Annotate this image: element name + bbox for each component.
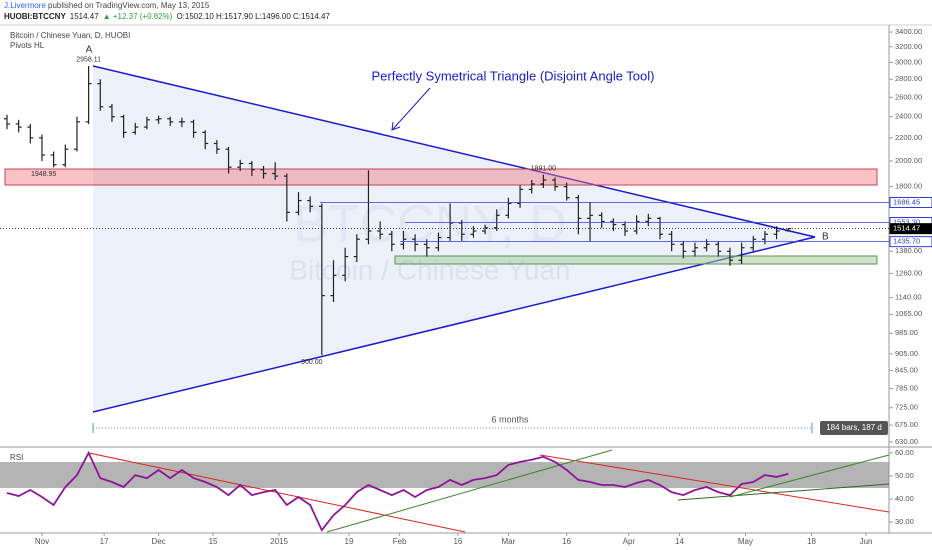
range-label: 6 months	[491, 414, 529, 424]
x-tick-label: 14	[675, 537, 684, 546]
rsi-trendline	[539, 454, 890, 513]
pivot-label: 1891.00	[531, 166, 556, 173]
y-tick-label: 3200.00	[895, 42, 922, 51]
y-tick-label: 725.00	[895, 403, 918, 412]
rsi-trendline	[677, 483, 890, 501]
x-tick-label: 2015	[270, 537, 288, 546]
x-tick-label: Feb	[393, 537, 407, 546]
y-tick-label: 1065.00	[895, 309, 922, 318]
x-tick-label: 15	[209, 537, 218, 546]
author: J.Livermore	[4, 1, 46, 10]
level-box	[889, 223, 932, 235]
level-label: 1686.45	[893, 197, 920, 206]
range-box	[820, 421, 888, 435]
pivot-label: 1948.95	[31, 171, 56, 178]
y-tick-label: 1140.00	[895, 293, 922, 302]
level-box	[889, 197, 932, 209]
arrow	[392, 87, 431, 130]
y-tick-label: 2600.00	[895, 92, 922, 101]
y-tick-label: 985.00	[895, 328, 918, 337]
ohlc: O:1502.10 H:1517.90 L:1496.00 C:1514.47	[176, 12, 330, 21]
y-tick-label: 2000.00	[895, 156, 922, 165]
last: 1514.47	[70, 12, 99, 21]
level-label: 1514.47	[893, 224, 920, 233]
point-label: A	[86, 45, 93, 56]
change: ▲ +12.37 (+0.82%)	[103, 12, 173, 21]
y-tick-label: 845.00	[895, 365, 918, 374]
pair-name: Bitcoin / Chinese Yuan, D, HUOBI	[10, 31, 130, 40]
y-tick-label: 2400.00	[895, 112, 922, 121]
pivot-label: 2958.11	[76, 57, 101, 64]
watermark: BTCCNY, D	[293, 196, 567, 254]
watermark-title: Bitcoin / Chinese Yuan	[289, 254, 570, 285]
level-box	[889, 236, 932, 248]
x-tick-label: 16	[453, 537, 462, 546]
rsi-line	[6, 450, 789, 532]
triangle-upper	[92, 65, 816, 238]
x-tick-label: 17	[100, 537, 109, 546]
y-tick-label: 40.00	[895, 494, 914, 503]
arrow-head	[391, 121, 401, 131]
y-tick-label: 1800.00	[895, 182, 922, 191]
x-tick-label: Mar	[502, 537, 516, 546]
y-tick-label: 3400.00	[895, 27, 922, 36]
symbol: HUOBI:BTCCNY	[4, 12, 66, 21]
y-tick-label: 30.00	[895, 517, 914, 526]
x-tick-label: Apr	[623, 537, 636, 546]
point-label: B	[822, 232, 829, 243]
y-tick-label: 3000.00	[895, 57, 922, 66]
rsi-trendline	[326, 449, 613, 533]
x-tick-label: 19	[345, 537, 354, 546]
triangle-lower	[92, 236, 816, 413]
x-tick-label: May	[738, 537, 753, 546]
y-tick-label: 1380.00	[895, 246, 922, 255]
published: published on TradingView.com, May 13, 20…	[46, 1, 210, 10]
rsi-title: RSI	[10, 453, 23, 462]
header-quote: HUOBI:BTCCNY 1514.47 ▲ +12.37 (+0.82%) O:15…	[4, 12, 330, 21]
resistance-zone	[4, 168, 878, 186]
y-tick-label: 785.00	[895, 383, 918, 392]
level-label: 1553.30	[893, 217, 920, 226]
y-tick-label: 905.00	[895, 349, 918, 358]
x-tick-label: 16	[562, 537, 571, 546]
y-tick-label: 1260.00	[895, 268, 922, 277]
triangle-fill	[93, 66, 815, 412]
pivot-label: 900.00	[301, 359, 323, 366]
x-tick-label: 18	[807, 537, 816, 546]
x-tick-label: Jun	[860, 537, 873, 546]
annotation: Perfectly Symetrical Triangle (Disjoint …	[372, 68, 655, 83]
x-tick-label: Dec	[151, 537, 165, 546]
y-tick-label: 2200.00	[895, 133, 922, 142]
y-tick-label: 675.00	[895, 420, 918, 429]
level-label: 1435.70	[893, 237, 920, 246]
support-zone	[394, 255, 878, 265]
rsi-trendline	[729, 454, 890, 498]
range-info: 184 bars, 187 d	[826, 423, 882, 432]
y-tick-label: 50.00	[895, 471, 914, 480]
y-tick-label: 630.00	[895, 437, 918, 446]
y-tick-label: 2800.00	[895, 74, 922, 83]
header-line: J.Livermore published on TradingView.com…	[4, 1, 210, 10]
indicator-name: Pivots HL	[10, 41, 45, 50]
y-tick-label: 60.00	[895, 448, 914, 457]
x-tick-label: Nov	[35, 537, 49, 546]
